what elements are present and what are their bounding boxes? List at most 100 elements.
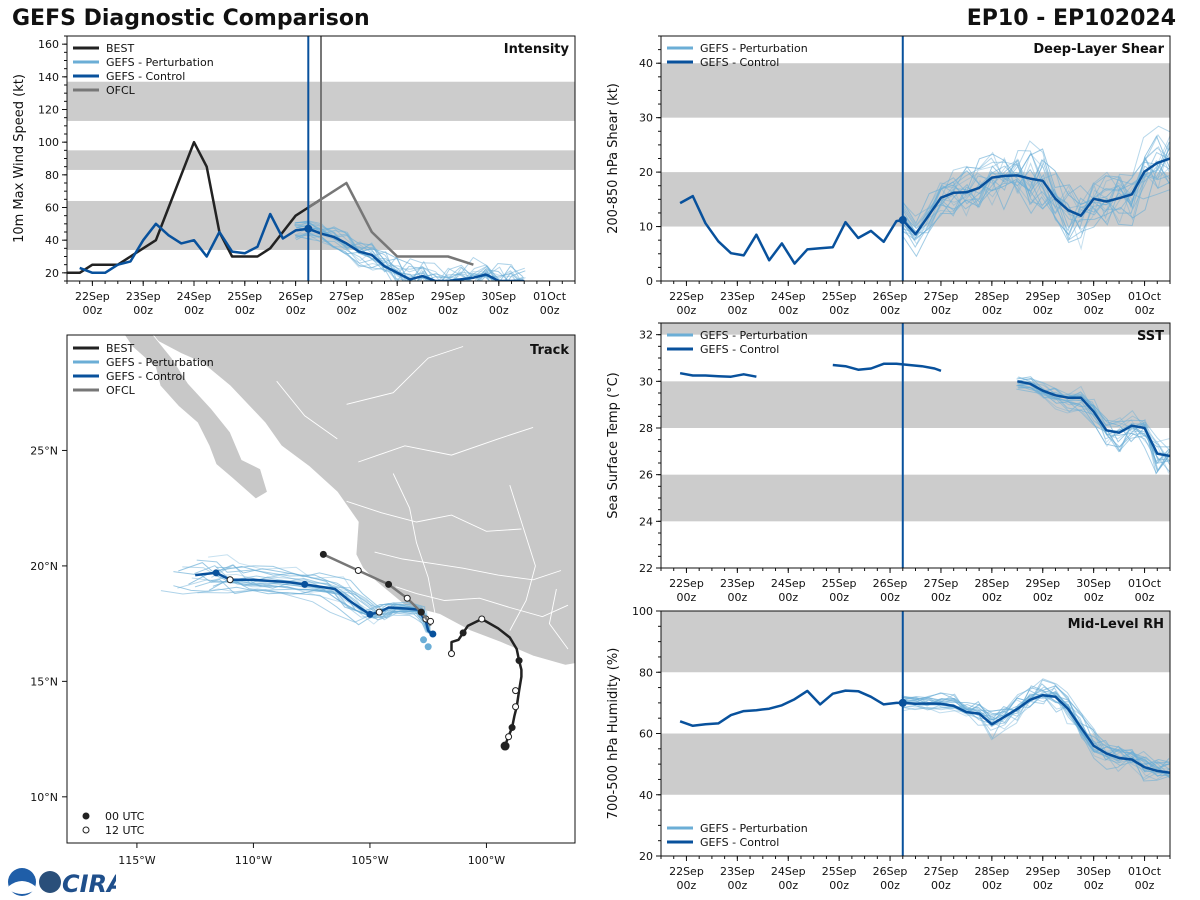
sst-title: SST <box>1137 329 1164 344</box>
track-xtick-label: 115°W <box>118 854 155 867</box>
intensity-perturbation-line <box>295 233 471 281</box>
state-border <box>276 380 338 440</box>
intensity-ytick-label: 60 <box>45 202 59 215</box>
sst-xtick-label: 01Oct <box>1128 577 1162 590</box>
rh-perturbation-line <box>902 694 1170 782</box>
sst-perturbation-line <box>1018 387 1170 475</box>
intensity-perturbation-line <box>294 235 482 281</box>
rh-ytick-label: 100 <box>632 605 653 618</box>
track-12utc-dot <box>447 650 455 658</box>
shear-title: Deep-Layer Shear <box>1033 42 1164 57</box>
rh-xtick-label: 28Sep <box>974 865 1009 878</box>
sst-plot-area <box>661 323 1170 568</box>
sst-band <box>661 381 1170 428</box>
intensity-title: Intensity <box>504 42 570 57</box>
shear-perturbation-line <box>902 141 1170 225</box>
track-00utc-dot <box>508 724 516 732</box>
intensity-xtick-label: 30Sep <box>481 290 516 303</box>
intensity-xtick-sublabel: 00z <box>184 304 204 317</box>
rh-xtick-sublabel: 00z <box>1084 879 1104 892</box>
track-00utc-dot <box>417 608 425 616</box>
intensity-xtick-sublabel: 00z <box>540 304 560 317</box>
shear-xtick-label: 26Sep <box>873 290 908 303</box>
sst-gefs-control-b-line <box>832 362 942 372</box>
track-12utc-dot <box>512 703 520 711</box>
track-12utc-dot <box>403 594 411 602</box>
intensity-ytick-label: 160 <box>38 38 59 51</box>
logo-text: CIRA <box>62 870 116 898</box>
shear-legend-label: GEFS - Perturbation <box>700 42 808 55</box>
state-border <box>346 346 464 405</box>
shear-init-marker <box>898 216 907 225</box>
rh-init-marker <box>898 698 907 707</box>
sst-frame <box>660 322 1171 569</box>
shear-xtick-label: 24Sep <box>771 290 806 303</box>
intensity-perturbation-line <box>295 234 495 281</box>
track-12utc-dot <box>512 687 520 695</box>
shear-ytick-label: 0 <box>646 275 653 288</box>
intensity-xtick-sublabel: 00z <box>438 304 458 317</box>
intensity-ofclline <box>307 181 474 266</box>
intensity-ytick-label: 120 <box>38 104 59 117</box>
shear-xtick-sublabel: 00z <box>931 304 951 317</box>
shear-ytick-label: 10 <box>639 221 653 234</box>
sst-xtick-sublabel: 00z <box>931 591 951 604</box>
sst-xtick-sublabel: 00z <box>778 591 798 604</box>
rh-perturbation-line <box>902 685 1170 777</box>
intensity-legend-label: GEFS - Control <box>106 70 185 83</box>
figure-title-left: GEFS Diagnostic Comparison <box>12 6 370 31</box>
track-perturbation-start <box>424 643 432 651</box>
shear-perturbation-line <box>902 171 1170 248</box>
intensity-perturbation-line <box>294 232 516 281</box>
track-legend-label: OFCL <box>106 384 136 397</box>
sst-xtick-label: 28Sep <box>974 577 1009 590</box>
track-legend-00utc-label: 00 UTC <box>105 810 145 823</box>
rh-perturbation-line <box>902 686 1170 779</box>
shear-xtick-label: 28Sep <box>974 290 1009 303</box>
rh-xtick-sublabel: 00z <box>677 879 697 892</box>
intensity-xtick-label: 24Sep <box>177 290 212 303</box>
sst-xtick-sublabel: 00z <box>727 591 747 604</box>
intensity-xtick-sublabel: 00z <box>387 304 407 317</box>
rh-xtick-label: 23Sep <box>720 865 755 878</box>
track-12utc-dot <box>354 567 362 575</box>
intensity-xtick-sublabel: 00z <box>83 304 103 317</box>
intensity-xtick-label: 22Sep <box>75 290 110 303</box>
sst-xtick-label: 22Sep <box>669 577 704 590</box>
figure-title-right: EP10 - EP102024 <box>966 6 1176 31</box>
shear-xtick-sublabel: 00z <box>1135 304 1155 317</box>
intensity-ytick-label: 80 <box>45 169 59 182</box>
baja-california-land <box>123 335 268 500</box>
sst-xtick-sublabel: 00z <box>1135 591 1155 604</box>
shear-perturbation-line <box>902 151 1170 230</box>
sst-ylabel: Sea Surface Temp (°C) <box>606 372 621 519</box>
panel-shear: 01020304022Sep00z23Sep00z24Sep00z25Sep00… <box>606 35 1171 317</box>
rh-xtick-label: 29Sep <box>1025 865 1060 878</box>
state-border <box>395 586 569 618</box>
rh-band <box>661 733 1170 795</box>
panel-intensity: 2040608010012014016022Sep00z23Sep00z24Se… <box>12 35 576 317</box>
shear-gefs-controlline <box>679 157 1170 265</box>
track-12utc-dot <box>375 608 383 616</box>
sst-xtick-sublabel: 00z <box>982 591 1002 604</box>
rh-xtick-sublabel: 00z <box>931 879 951 892</box>
intensity-xtick-sublabel: 00z <box>235 304 255 317</box>
sst-xtick-label: 26Sep <box>873 577 908 590</box>
intensity-xtick-sublabel: 00z <box>489 304 509 317</box>
rh-ytick-label: 40 <box>639 789 653 802</box>
sst-perturbation-line <box>1016 388 1170 473</box>
shear-xtick-sublabel: 00z <box>982 304 1002 317</box>
rh-xtick-sublabel: 00z <box>982 879 1002 892</box>
rh-perturbation-line <box>901 679 1170 769</box>
rh-xtick-sublabel: 00z <box>1033 879 1053 892</box>
track-ytick-label: 20°N <box>30 560 58 573</box>
shear-xtick-label: 30Sep <box>1076 290 1111 303</box>
sst-xtick-label: 27Sep <box>924 577 959 590</box>
mexico-land <box>145 335 575 666</box>
shear-perturbation-line <box>903 143 1170 233</box>
intensity-bestline <box>67 140 322 275</box>
track-ytick-label: 15°N <box>30 675 58 688</box>
rh-xtick-label: 25Sep <box>822 865 857 878</box>
intensity-legend-label: OFCL <box>106 84 136 97</box>
track-title: Track <box>530 343 569 358</box>
